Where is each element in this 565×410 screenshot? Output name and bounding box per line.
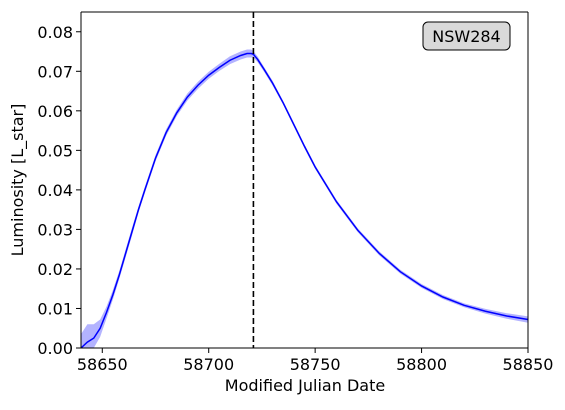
x-tick-label: 58850 bbox=[503, 355, 554, 374]
y-tick-label: 0.06 bbox=[37, 102, 73, 121]
y-tick-label: 0.04 bbox=[37, 181, 73, 200]
band-layer bbox=[81, 49, 528, 349]
x-tick-label: 58700 bbox=[183, 355, 234, 374]
annotation-badge-box bbox=[422, 21, 511, 51]
y-tick-label: 0.02 bbox=[37, 260, 73, 279]
x-tick-label: 58800 bbox=[396, 355, 447, 374]
x-axis-label: Modified Julian Date bbox=[225, 376, 385, 395]
y-tick-label: 0.00 bbox=[37, 339, 73, 358]
line-layer bbox=[80, 52, 529, 349]
y-tick-label: 0.03 bbox=[37, 220, 73, 239]
axes-layer bbox=[80, 11, 529, 349]
annotation-badge: NSW284 bbox=[422, 21, 511, 51]
annotation-badge-label: NSW284 bbox=[432, 27, 500, 46]
uncertainty-band bbox=[81, 49, 528, 349]
y-tick-label: 0.05 bbox=[37, 141, 73, 160]
y-axis-label: Luminosity [L_star] bbox=[8, 104, 28, 257]
ticks-layer: 58650 58700 58750 58800 58850 0.00 0.01 0.02 0.0… bbox=[37, 23, 553, 374]
luminosity-line bbox=[80, 52, 529, 349]
x-tick-label: 58750 bbox=[290, 355, 341, 374]
x-tick-label: 58650 bbox=[77, 355, 128, 374]
y-tick-label: 0.01 bbox=[37, 299, 73, 318]
y-tick-label: 0.08 bbox=[37, 23, 73, 42]
y-tick-label: 0.07 bbox=[37, 62, 73, 81]
